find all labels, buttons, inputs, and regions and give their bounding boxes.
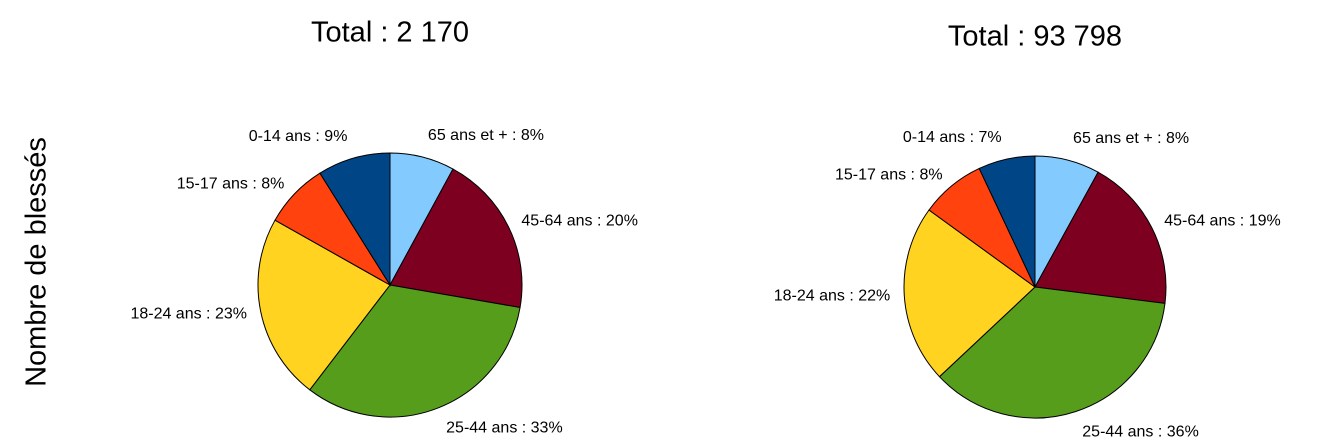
chart-title: Total : 93 798 — [948, 21, 1122, 53]
data-label: 65 ans et + : 8% — [1073, 130, 1189, 147]
pie-slice — [903, 209, 1036, 378]
data-label: 25-44 ans : 33% — [446, 420, 563, 437]
data-label: 18-24 ans : 22% — [774, 287, 891, 304]
data-label: 0-14 ans : 9% — [249, 128, 348, 145]
y-axis-label: Nombre de blessés — [21, 137, 53, 387]
data-label: 45-64 ans : 20% — [521, 213, 638, 230]
chart-title: Total : 2 170 — [311, 17, 469, 49]
data-label: 15-17 ans : 8% — [835, 166, 943, 183]
pie-slice — [389, 168, 523, 309]
pie-slice — [309, 284, 521, 418]
data-label: 25-44 ans : 36% — [1082, 424, 1199, 441]
pie-slice — [978, 155, 1036, 288]
pie-slice — [1034, 171, 1167, 304]
pie-slice — [938, 286, 1166, 419]
pie-slice — [257, 219, 391, 391]
data-label: 65 ans et + : 8% — [428, 127, 544, 144]
data-label: 45-64 ans : 19% — [1164, 212, 1281, 229]
pie-slice — [319, 152, 391, 287]
data-label: 0-14 ans : 7% — [903, 129, 1002, 146]
data-label: 18-24 ans : 23% — [130, 306, 247, 323]
data-label: 15-17 ans : 8% — [177, 175, 285, 192]
